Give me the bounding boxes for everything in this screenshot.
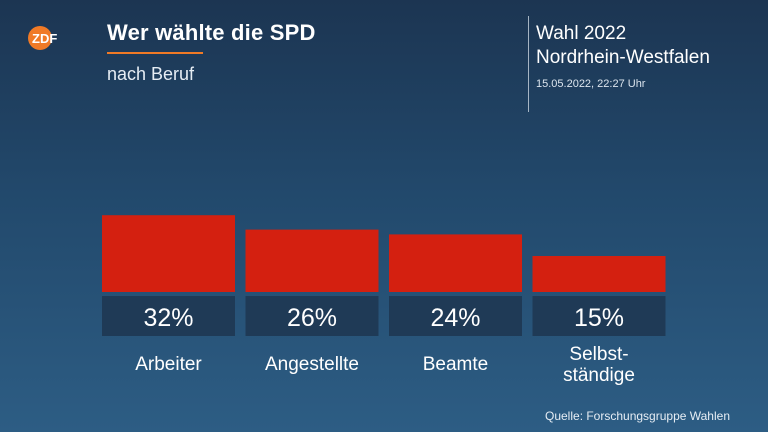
bar-3 — [532, 256, 666, 292]
value-box-3 — [532, 296, 666, 336]
timestamp: 15.05.2022, 22:27 Uhr — [536, 78, 646, 90]
value-box-2 — [389, 296, 522, 336]
election-year: Wahl 2022 — [536, 23, 627, 44]
value-label-3: 15% — [574, 304, 624, 332]
election-info: Wahl 2022 Nordrhein-Westfalen — [536, 22, 710, 70]
value-box-0 — [102, 296, 235, 336]
value-label-2: 24% — [430, 304, 480, 332]
title-underline — [107, 52, 203, 54]
bar-0 — [102, 215, 235, 292]
bar-2 — [389, 234, 522, 292]
value-label-1: 26% — [287, 304, 337, 332]
value-label-0: 32% — [143, 304, 193, 332]
category-label-0: Arbeiter — [135, 354, 202, 375]
bar-1 — [245, 229, 379, 292]
chart-title: Wer wählte die SPD — [107, 20, 316, 45]
zdf-logo: ZDF — [28, 26, 57, 50]
svg-text:ZDF: ZDF — [32, 31, 57, 46]
header-divider — [528, 16, 529, 112]
source-note: Quelle: Forschungsgruppe Wahlen — [545, 409, 730, 423]
category-label-3: Selbst-ständige — [563, 344, 635, 386]
value-box-1 — [245, 296, 379, 336]
category-label-2: Beamte — [423, 354, 488, 375]
category-label-1: Angestellte — [265, 354, 359, 375]
election-region: Nordrhein-Westfalen — [536, 47, 710, 68]
chart-subtitle: nach Beruf — [107, 64, 195, 84]
